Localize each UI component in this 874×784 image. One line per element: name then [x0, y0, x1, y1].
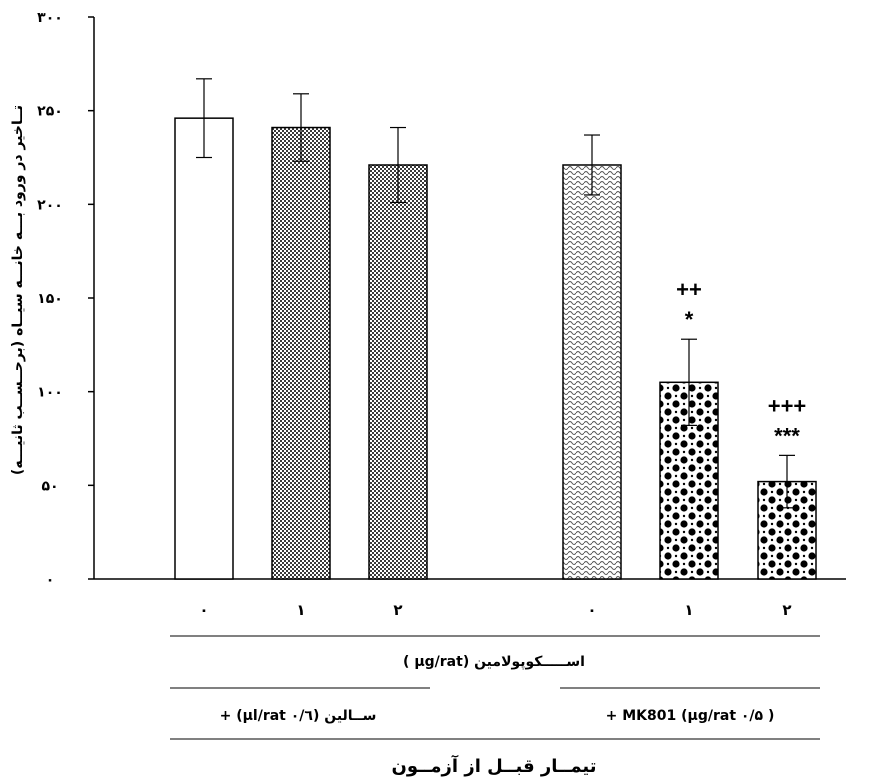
x-category-label: ۲ — [393, 601, 402, 619]
y-axis-title: تــاخیر در ورود بـــه خانـــه سیــاه (بر… — [10, 105, 26, 475]
y-axis-ticks: ۰ ۵۰ ۱۰۰ ۱۵۰ ۲۰۰ ۲۵۰ ۳۰۰ — [37, 10, 94, 588]
y-tick-label: ۰ — [46, 572, 55, 588]
y-tick-label: ۳۰۰ — [37, 10, 63, 26]
bar — [659, 381, 719, 580]
y-tick-label: ۲۵۰ — [37, 104, 63, 120]
significance-plus: ++ — [676, 277, 702, 302]
category-labels: ۰ ۱ ۲ ۰ ۱ ۲ — [199, 601, 791, 619]
x-category-label: ۰ — [587, 601, 596, 619]
y-tick-label: ۵۰ — [41, 478, 58, 494]
bar — [271, 126, 331, 580]
y-tick-label: ۱۵۰ — [37, 291, 63, 307]
bar — [368, 164, 428, 580]
y-tick-label: ۱۰۰ — [37, 385, 63, 401]
scopolamine-label: اســـــکوپولامین (µg/rat ) — [403, 654, 585, 670]
bars-layer: * ++ *** +++ — [174, 78, 817, 580]
x-axis-title: تیمــار قبــل از آزمــون — [391, 754, 596, 777]
bar — [562, 164, 622, 580]
bar — [174, 117, 234, 580]
x-category-label: ۲ — [782, 601, 791, 619]
x-category-label: ۰ — [199, 601, 208, 619]
y-tick-label: ۲۰۰ — [37, 197, 63, 213]
x-category-label: ۱ — [684, 601, 693, 619]
significance-plus: +++ — [768, 393, 807, 418]
significance-star: * — [685, 307, 694, 332]
group-label-saline: ســالین (۰/٦ µl/rat) + — [220, 708, 377, 724]
significance-star: *** — [774, 423, 800, 448]
x-category-label: ۱ — [296, 601, 305, 619]
group-label-mk801: MK801 (µg/rat ۰/۵ ) + — [606, 708, 775, 724]
